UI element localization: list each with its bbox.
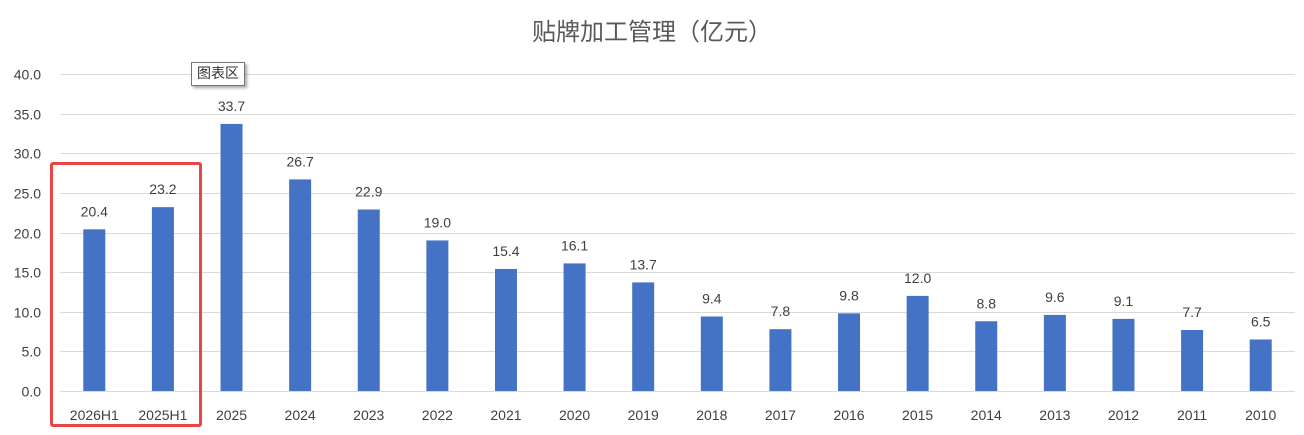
- x-tick-label: 2010: [1245, 407, 1276, 423]
- x-tick-label: 2016: [833, 407, 864, 423]
- x-tick-label: 2023: [353, 407, 384, 423]
- highlight-box: [50, 162, 202, 427]
- chart-area-tooltip: 图表区: [191, 62, 245, 86]
- y-tick-label: 10.0: [14, 305, 41, 321]
- data-label: 9.6: [1045, 289, 1065, 305]
- data-label: 16.1: [561, 237, 588, 253]
- x-tick-label: 2024: [285, 407, 316, 423]
- bar-2022[interactable]: [426, 240, 449, 391]
- data-labels: 20.4 23.2 33.7 26.7 22.9 19.0 15.4 16.1 13.7 9.4 7…: [81, 98, 1271, 330]
- x-tick-label: 2014: [971, 407, 1002, 423]
- x-tick-label: 2020: [559, 407, 590, 423]
- gridlines: [60, 74, 1295, 392]
- y-tick-label: 15.0: [14, 265, 41, 281]
- bar-2021[interactable]: [494, 268, 517, 391]
- bar-2025[interactable]: [220, 123, 243, 392]
- bar-2014[interactable]: [975, 321, 998, 391]
- y-tick-label: 35.0: [14, 107, 41, 123]
- x-tick-label: 2025H1: [138, 407, 187, 423]
- bars: [83, 123, 1272, 392]
- x-tick-label: 2011: [1177, 407, 1207, 423]
- y-tick-label: 0.0: [22, 384, 42, 400]
- bar-2011[interactable]: [1181, 329, 1204, 391]
- data-label: 7.8: [771, 303, 791, 319]
- data-label: 9.8: [839, 287, 859, 303]
- x-tick-label: 2013: [1039, 407, 1070, 423]
- data-label: 19.0: [424, 214, 451, 230]
- y-tick-label: 40.0: [14, 67, 41, 83]
- y-tick-label: 25.0: [14, 186, 41, 202]
- data-label: 20.4: [81, 203, 108, 219]
- data-label: 26.7: [287, 153, 314, 169]
- data-label: 7.7: [1182, 304, 1202, 320]
- y-axis-ticks: 0.0 5.0 10.0 15.0 20.0 25.0 30.0 35.0 40.0: [14, 67, 41, 400]
- y-tick-label: 5.0: [22, 344, 42, 360]
- bar-2013[interactable]: [1043, 314, 1066, 391]
- data-label: 33.7: [218, 98, 245, 114]
- bar-2012[interactable]: [1112, 318, 1135, 391]
- bar-2010[interactable]: [1249, 339, 1272, 391]
- data-label: 23.2: [149, 181, 176, 197]
- data-label: 9.4: [702, 291, 722, 307]
- bar-2018[interactable]: [700, 316, 723, 391]
- y-tick-label: 30.0: [14, 146, 41, 162]
- x-tick-label: 2026H1: [70, 407, 119, 423]
- bar-2017[interactable]: [769, 329, 792, 391]
- data-label: 15.4: [492, 243, 519, 259]
- bar-2024[interactable]: [289, 179, 312, 391]
- bar-2015[interactable]: [906, 295, 929, 391]
- bar-2019[interactable]: [632, 282, 655, 391]
- bar-2016[interactable]: [838, 313, 861, 391]
- bar-2025H1[interactable]: [151, 207, 174, 391]
- data-label: 9.1: [1114, 293, 1134, 309]
- x-axis-ticks: 2026H1 2025H1 2025 2024 2023 2022 2021 2020 2019…: [70, 407, 1277, 423]
- bar-2023[interactable]: [357, 209, 380, 391]
- x-tick-label: 2015: [902, 407, 933, 423]
- chart-title: 贴牌加工管理（亿元）: [532, 18, 772, 46]
- data-label: 22.9: [355, 184, 382, 200]
- x-tick-label: 2017: [765, 407, 796, 423]
- x-tick-label: 2012: [1108, 407, 1139, 423]
- x-tick-label: 2025: [216, 407, 247, 423]
- bar-2026H1[interactable]: [83, 229, 106, 391]
- x-tick-label: 2019: [628, 407, 659, 423]
- data-label: 13.7: [630, 256, 657, 272]
- data-label: 6.5: [1251, 313, 1271, 329]
- x-tick-label: 2018: [696, 407, 727, 423]
- y-tick-label: 20.0: [14, 226, 41, 242]
- bar-2020[interactable]: [563, 263, 586, 391]
- x-tick-label: 2022: [422, 407, 453, 423]
- data-label: 12.0: [904, 270, 931, 286]
- data-label: 8.8: [977, 295, 997, 311]
- x-tick-label: 2021: [490, 407, 521, 423]
